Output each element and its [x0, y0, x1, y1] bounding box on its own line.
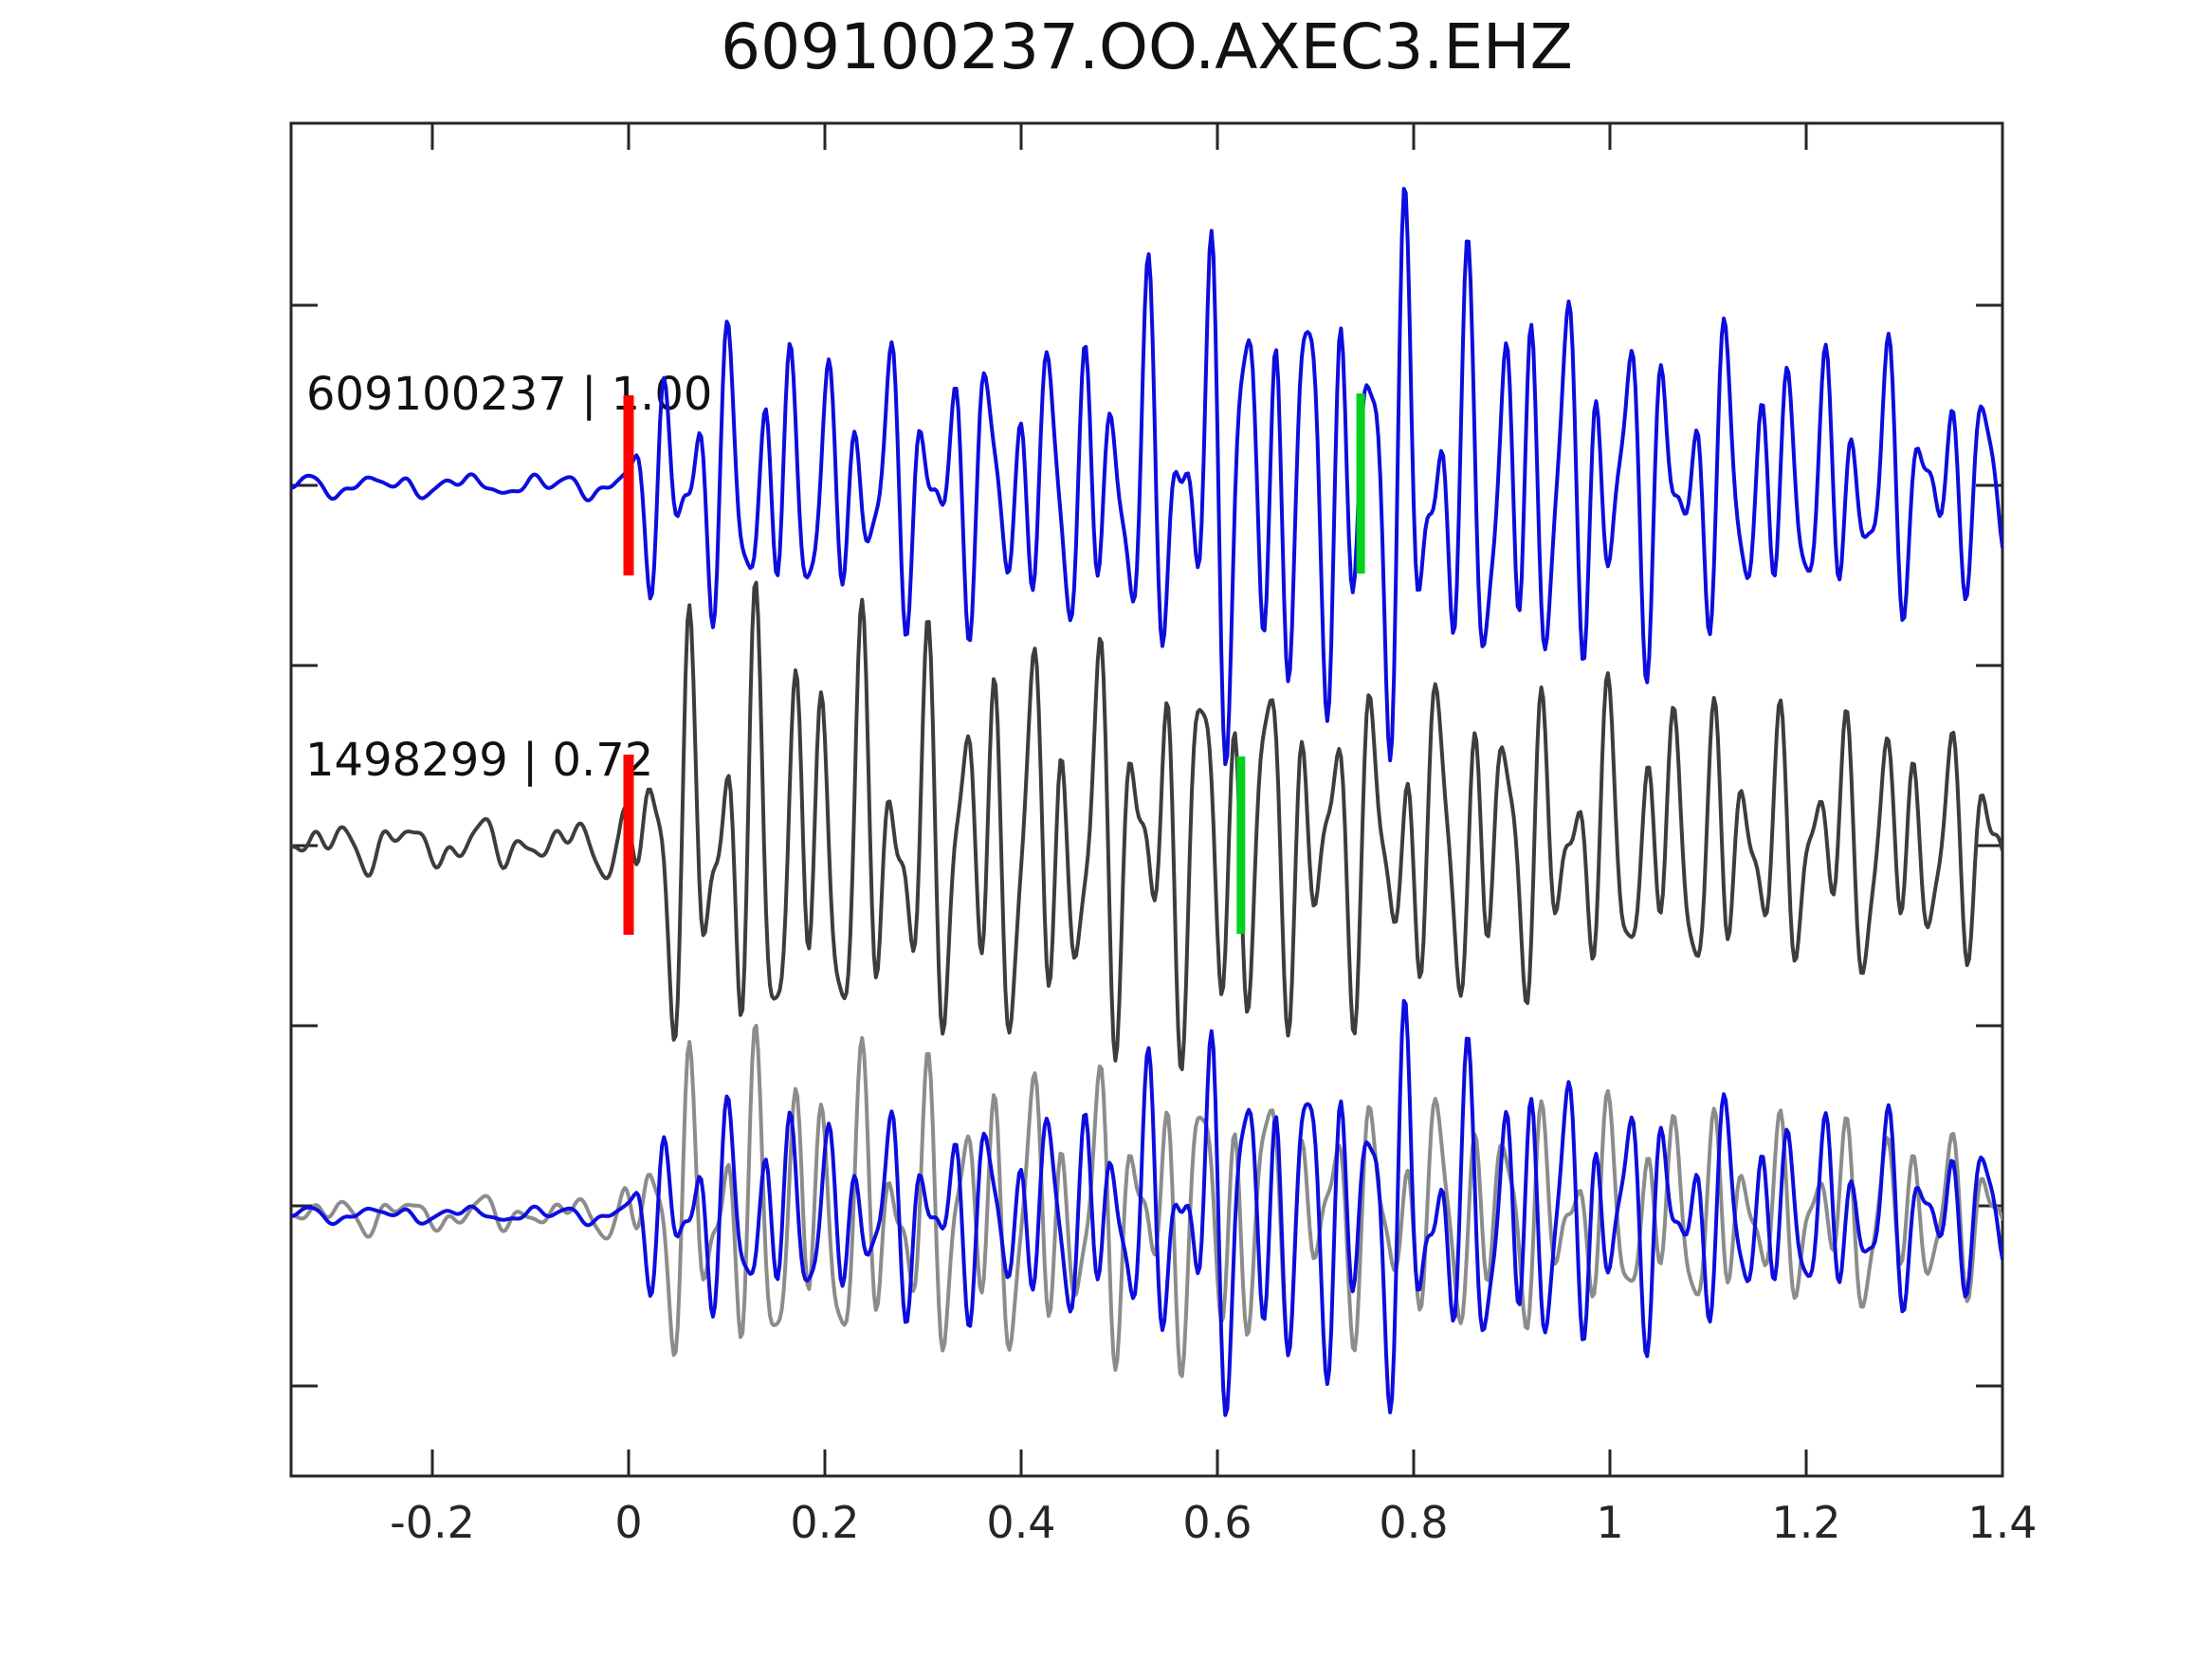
template-pick-green-marker	[1236, 757, 1246, 934]
waveform-template	[291, 580, 2002, 1071]
x-tick-label: 1	[1596, 1497, 1623, 1548]
waveform-overlay-template	[291, 1024, 2002, 1378]
trace-label-detection: 609100237 | 1.00	[306, 368, 713, 421]
x-tick-label: 1.4	[1967, 1497, 2037, 1548]
figure-title: 609100237.OO.AXEC3.EHZ	[721, 10, 1573, 83]
x-tick-label: 1.2	[1771, 1497, 1840, 1548]
waveform-detection	[291, 187, 2002, 767]
detection-pick-green-marker	[1356, 393, 1365, 574]
detection-onset-red-marker	[623, 395, 634, 575]
x-tick-label: -0.2	[390, 1497, 475, 1548]
template-onset-red-marker	[623, 755, 634, 935]
x-tick-label: 0.6	[1182, 1497, 1252, 1548]
x-tick-label: 0	[614, 1497, 642, 1548]
x-tick-label: 0.2	[790, 1497, 859, 1548]
axes-border	[289, 121, 2004, 1478]
x-tick-label: 0.4	[986, 1497, 1055, 1548]
trace-label-template: 1498299 | 0.72	[305, 734, 654, 787]
x-tick-label: 0.8	[1379, 1497, 1448, 1548]
waveform-overlay-detection	[291, 998, 2002, 1417]
